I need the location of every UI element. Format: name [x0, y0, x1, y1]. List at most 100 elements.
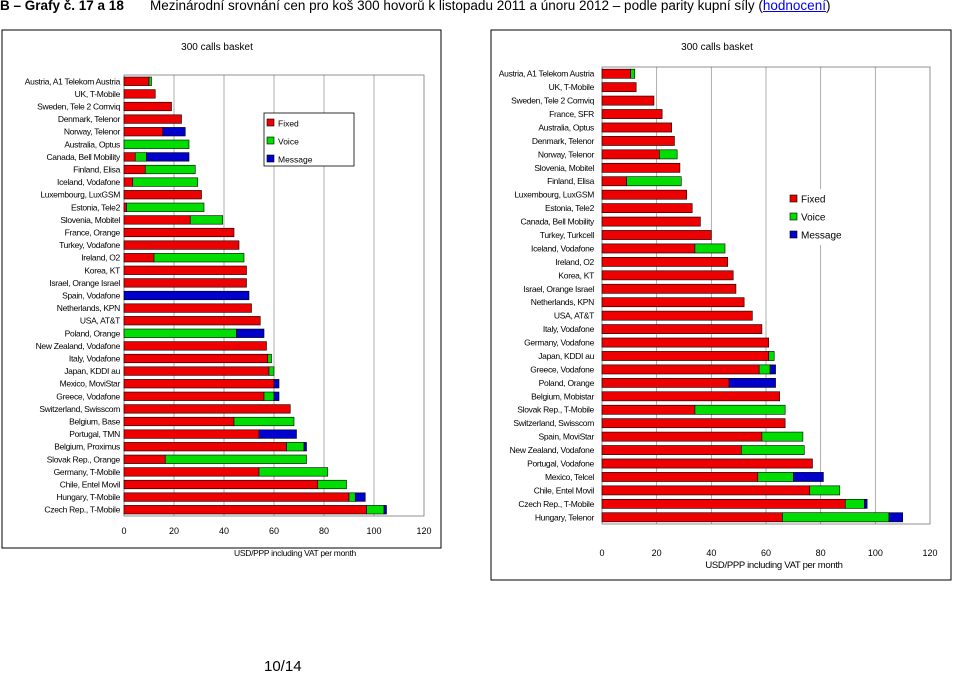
bar-fixed	[601, 109, 663, 119]
bar-voice	[366, 505, 385, 515]
chart-title: 300 calls basket	[681, 42, 753, 53]
category-label: Chile, Entel Movil	[534, 485, 595, 495]
bar-fixed	[123, 89, 156, 99]
bar-fixed	[601, 122, 672, 133]
category-label: Sweden, Tele 2 Comviq	[37, 101, 120, 111]
page-heading: Mezinárodní srovnání cen pro koš 300 hov…	[150, 0, 830, 13]
bar-fixed	[601, 82, 637, 93]
bar-message	[888, 512, 903, 523]
bar-fixed	[123, 391, 265, 401]
bar-fixed	[123, 341, 267, 351]
legend-label-message: Message	[801, 231, 842, 242]
category-label: UK, T-Mobile	[75, 89, 121, 99]
category-label: Japan, KDDI au	[538, 351, 594, 361]
bar-fixed	[123, 379, 275, 389]
category-label: Canada, Bell Mobility	[520, 217, 595, 227]
category-label: New Zealand, Vodafone	[36, 341, 121, 351]
bar-fixed	[123, 253, 155, 263]
legend-swatch-message	[789, 230, 798, 239]
bar-message	[273, 379, 280, 389]
chart-2: 300 calls basket 0 20 40 60 80 100 120 Austria, …	[490, 29, 952, 581]
bar-fixed	[123, 492, 350, 502]
bar-message	[273, 391, 280, 401]
bar-voice	[761, 431, 804, 442]
bar-voice	[153, 253, 245, 263]
x-tick-label: 60	[269, 526, 279, 536]
bar-fixed	[601, 297, 745, 308]
bar-fixed	[601, 283, 737, 294]
x-tick-label: 120	[922, 548, 937, 558]
category-label: Italy, Vodafone	[543, 324, 595, 334]
category-label: Hungary, Telenor	[535, 512, 595, 522]
category-label: Netherlands, KPN	[531, 297, 594, 307]
category-label: Belgium, Proximus	[54, 442, 120, 452]
bar-voice	[189, 215, 224, 225]
category-label: Estonia, Tele2	[71, 202, 121, 212]
bar-fixed	[123, 164, 146, 175]
hodnoceni-link[interactable]: hodnocení	[762, 0, 826, 13]
bar-fixed	[123, 202, 127, 212]
category-label: Mexico, MoviStar	[60, 379, 121, 389]
bar-fixed	[601, 270, 734, 281]
category-label: Czech Rep., T-Mobile	[518, 499, 594, 509]
bar-voice	[268, 366, 275, 376]
x-tick-label: 100	[366, 526, 381, 536]
bar-fixed	[601, 162, 681, 173]
category-label: Australia, Optus	[64, 139, 120, 149]
category-label: Greece, Vodafone	[56, 391, 120, 401]
category-label: Denmark, Telenor	[58, 114, 121, 124]
category-label: Slovenia, Mobitel	[534, 163, 594, 173]
category-label: Poland, Orange	[65, 328, 121, 338]
category-label: USA, AT&T	[80, 316, 120, 326]
bar-message	[258, 429, 297, 439]
bar-message	[383, 505, 387, 515]
category-label: Belgium, Base	[69, 416, 120, 426]
bar-fixed	[123, 76, 150, 86]
bar-voice	[626, 176, 682, 187]
bar-voice	[267, 353, 272, 364]
category-label: Finland, Elisa	[73, 164, 120, 174]
category-label: Canada, Bell Mobility	[46, 152, 121, 162]
category-label: UK, T-Mobile	[549, 82, 595, 92]
category-label: Korea, KT	[558, 270, 594, 280]
bar-fixed	[601, 216, 701, 227]
bar-fixed	[123, 505, 367, 515]
legend-label-voice: Voice	[801, 213, 826, 224]
x-axis-label: USD/PPP including VAT per month	[705, 560, 842, 571]
bar-fixed	[601, 351, 770, 361]
bar-message	[769, 364, 776, 375]
heading-suffix: )	[825, 0, 831, 13]
category-label: Norway, Telenor	[538, 149, 595, 159]
bar-fixed	[123, 467, 260, 477]
category-label: Ireland, O2	[81, 253, 120, 263]
heading-text: Mezinárodní srovnání cen pro koš 300 hov…	[150, 0, 763, 13]
bar-voice	[144, 164, 196, 175]
bar-message	[303, 442, 307, 452]
category-label: Austria, A1 Telekom Austria	[499, 69, 595, 79]
bar-fixed	[601, 458, 813, 469]
bar-fixed	[601, 512, 783, 523]
legend-swatch-voice	[789, 212, 798, 221]
bar-fixed	[601, 243, 696, 254]
category-label: France, SFR	[549, 109, 594, 119]
category-label: Greece, Vodafone	[530, 364, 594, 374]
bar-voice	[123, 139, 190, 149]
bar-fixed	[601, 472, 759, 482]
x-tick-label: 100	[868, 548, 883, 558]
x-axis-label: USD/PPP including VAT per month	[234, 548, 356, 558]
category-label: Israel, Orange Israel	[49, 278, 120, 288]
bar-fixed	[123, 265, 247, 275]
x-tick-label: 80	[816, 548, 826, 558]
legend-label-fixed: Fixed	[801, 195, 825, 206]
category-label: Japan, KDDI au	[64, 366, 120, 376]
category-label: Netherlands, KPN	[57, 303, 120, 313]
bar-message	[123, 290, 250, 301]
bar-fixed	[601, 230, 712, 240]
x-tick-label: 20	[169, 526, 179, 536]
category-label: Portugal, TMN	[69, 429, 120, 439]
bar-voice	[258, 467, 329, 477]
bar-fixed	[123, 101, 172, 112]
category-label: Austria, A1 Telekom Austria	[25, 76, 121, 86]
category-label: Czech Rep., T-Mobile	[44, 505, 120, 515]
